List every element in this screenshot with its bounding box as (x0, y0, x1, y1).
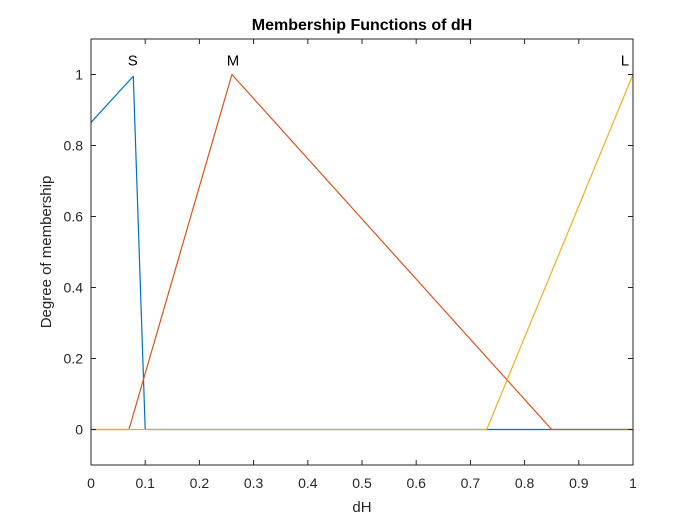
series-line-l (91, 74, 634, 431)
y-tick-label: 0.4 (64, 280, 84, 296)
x-tick-label: 0.5 (352, 475, 372, 491)
x-tick-label: 1 (629, 475, 637, 491)
y-tick-label: 1 (75, 67, 83, 83)
x-tick-label: 0.7 (461, 475, 481, 491)
x-tick-label: 0.6 (406, 475, 426, 491)
x-tick-label: 0 (87, 475, 95, 491)
mf-label-m: M (227, 53, 240, 70)
chart-title: Membership Functions of dH (252, 17, 472, 34)
x-axis-label: dH (352, 499, 371, 516)
y-tick-label: 0.2 (64, 351, 84, 367)
y-tick-layer: 0 0.2 0.4 0.6 0.8 1 (64, 67, 633, 438)
x-tick-label: 0.9 (569, 475, 589, 491)
x-tick-label: 0.2 (190, 475, 210, 491)
x-tick-label: 0.3 (244, 475, 264, 491)
mf-label-l: L (621, 53, 629, 70)
x-tick-label: 0.8 (515, 475, 535, 491)
x-tick-label: 0.1 (135, 475, 155, 491)
series-layer (90, 73, 634, 431)
x-tick-label: 0.4 (298, 475, 318, 491)
y-axis-label: Degree of membership (38, 176, 55, 329)
y-tick-label: 0.8 (64, 138, 84, 154)
y-tick-label: 0.6 (64, 209, 84, 225)
plot-area (91, 39, 633, 465)
x-tick-layer: 0 0.1 0.2 0.3 0.4 0.5 0.6 0.7 0.8 0.9 1 (87, 39, 637, 491)
y-tick-label: 0 (75, 422, 83, 438)
mf-label-s: S (128, 53, 138, 70)
